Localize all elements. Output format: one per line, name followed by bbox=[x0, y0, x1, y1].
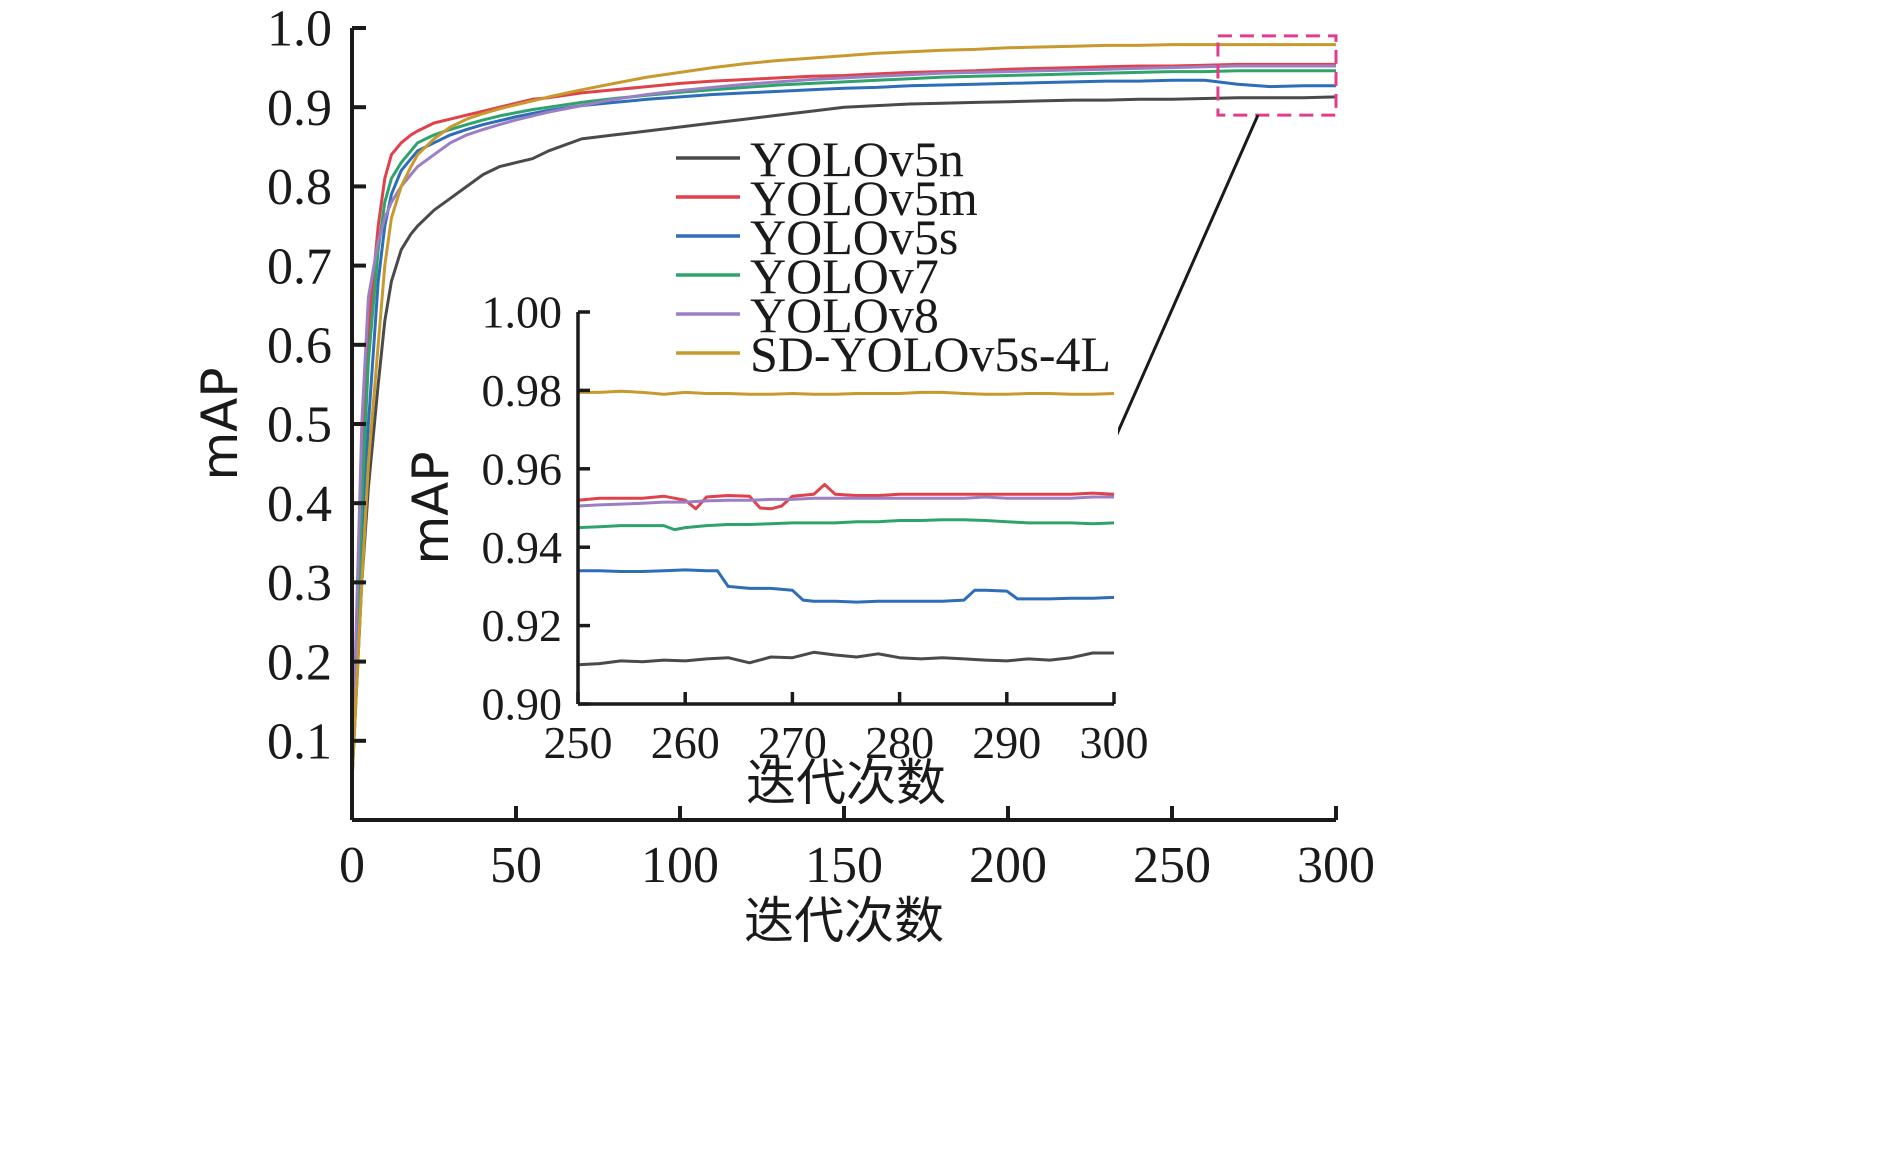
legend-label-1: YOLOv5m bbox=[750, 170, 978, 226]
zoom-connector-line bbox=[1100, 114, 1260, 469]
legend-label-5: SD-YOLOv5s-4L bbox=[750, 326, 1111, 382]
main-y-axis-title: mAP bbox=[191, 367, 249, 480]
main-x-tick-label: 250 bbox=[1133, 837, 1211, 894]
inset-y-tick-label: 0.90 bbox=[482, 679, 563, 730]
main-series-line-5 bbox=[350, 43, 1336, 781]
main-plot: 0 50 100 150 200 250 300 0.1 0.2 0.3 0.4 0.5 0.6 0.7 0… bbox=[191, 1, 1375, 950]
inset-background bbox=[578, 312, 1118, 704]
legend-label-3: YOLOv7 bbox=[750, 248, 939, 304]
main-y-tick-label: 0.7 bbox=[267, 238, 332, 295]
legend-label-2: YOLOv5s bbox=[750, 209, 958, 265]
inset-series-line-5 bbox=[578, 389, 1115, 396]
inset-x-tick-label: 280 bbox=[865, 717, 934, 768]
inset-series-line-2 bbox=[578, 568, 1115, 604]
inset-x-tick-label: 300 bbox=[1080, 717, 1149, 768]
main-x-tick-label: 150 bbox=[805, 837, 883, 894]
inset-y-tick-label: 0.98 bbox=[482, 365, 563, 416]
inset-series-line-4 bbox=[577, 495, 1114, 508]
main-x-tick-label: 100 bbox=[641, 837, 719, 894]
legend-label-0: YOLOv5n bbox=[750, 131, 964, 187]
inset-plot: 250 260 270 280 290 300 0.90 0.92 0.94 0.96 0.98 1.… bbox=[402, 287, 1149, 812]
inset-x-tick-label: 250 bbox=[544, 717, 613, 768]
inset-series-line-1 bbox=[577, 483, 1115, 511]
main-x-tick-label: 200 bbox=[969, 837, 1047, 894]
main-x-tick-label: 50 bbox=[490, 837, 542, 894]
inset-y-axis-title: mAP bbox=[402, 451, 460, 564]
main-series-line-4 bbox=[350, 64, 1336, 781]
main-y-tick-label: 0.2 bbox=[267, 634, 332, 691]
inset-x-tick-label: 270 bbox=[758, 717, 827, 768]
inset-x-tick-label: 260 bbox=[651, 717, 720, 768]
inset-series-line-0 bbox=[577, 650, 1114, 667]
main-y-tick-label: 0.8 bbox=[267, 159, 332, 216]
main-y-tick-label: 0.6 bbox=[267, 317, 332, 374]
main-series-line-0 bbox=[350, 95, 1337, 781]
inset-x-axis-title: 迭代次数 bbox=[746, 754, 946, 812]
main-x-axis-title: 迭代次数 bbox=[744, 892, 944, 950]
inset-y-tick-label: 1.00 bbox=[482, 287, 563, 338]
main-series-line-3 bbox=[350, 69, 1336, 781]
main-series-line-1 bbox=[350, 62, 1336, 781]
main-x-tick-label: 300 bbox=[1297, 837, 1375, 894]
inset-y-tick-label: 0.96 bbox=[482, 443, 563, 494]
zoom-region-box bbox=[1216, 34, 1338, 117]
legend-label-4: YOLOv8 bbox=[750, 287, 939, 343]
legend: YOLOv5nYOLOv5mYOLOv5sYOLOv7YOLOv8SD-YOLO… bbox=[676, 131, 1111, 382]
main-y-tick-label: 0.3 bbox=[267, 555, 332, 612]
main-series-line-2 bbox=[350, 78, 1336, 781]
main-y-tick-label: 0.1 bbox=[267, 713, 332, 770]
main-x-tick-label: 0 bbox=[339, 837, 365, 894]
main-y-tick-label: 1.0 bbox=[267, 1, 332, 58]
main-y-tick-label: 0.5 bbox=[267, 397, 332, 454]
inset-x-tick-label: 290 bbox=[972, 717, 1041, 768]
inset-series-line-3 bbox=[577, 518, 1115, 532]
inset-y-tick-label: 0.92 bbox=[482, 600, 563, 651]
main-y-tick-label: 0.9 bbox=[267, 80, 332, 137]
main-y-tick-label: 0.4 bbox=[267, 476, 332, 533]
inset-y-tick-label: 0.94 bbox=[482, 522, 563, 573]
